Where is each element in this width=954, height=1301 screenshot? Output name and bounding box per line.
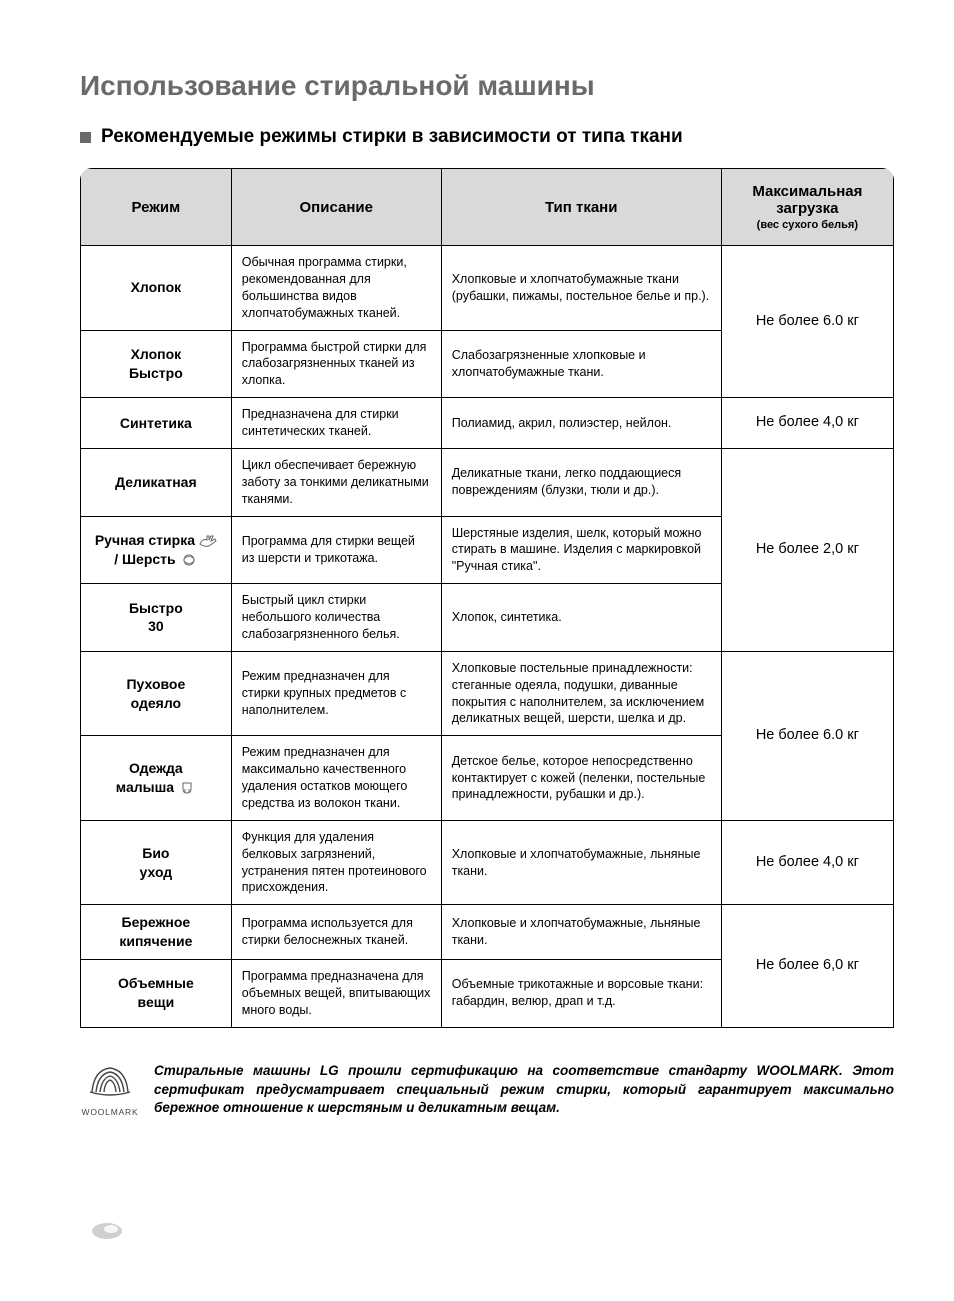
- wash-modes-table: Режим Описание Тип ткани Максимальная за…: [80, 168, 894, 1028]
- cell-desc: Функция для удаления белковых загрязнени…: [231, 820, 441, 905]
- table-body: ХлопокОбычная программа стирки, рекоменд…: [81, 246, 894, 1028]
- bullet-icon: [80, 132, 91, 143]
- cell-fabric: Детское белье, которое непосредственно к…: [441, 736, 721, 821]
- cell-desc: Обычная программа стирки, рекомендованна…: [231, 246, 441, 331]
- cell-mode: Хлопок: [81, 246, 232, 331]
- cell-load: Не более 2,0 кг: [721, 448, 893, 651]
- hand-wash-icon: [199, 534, 217, 548]
- cell-mode: Синтетика: [81, 398, 232, 449]
- cell-mode: Биоуход: [81, 820, 232, 905]
- cell-desc: Предназначена для стирки синтетических т…: [231, 398, 441, 449]
- table-row: БережноекипячениеПрограмма используется …: [81, 905, 894, 960]
- table-row: ХлопокОбычная программа стирки, рекоменд…: [81, 246, 894, 331]
- cell-mode: Бережноекипячение: [81, 905, 232, 960]
- col-desc: Описание: [231, 169, 441, 246]
- cell-desc: Программа используется для стирки белосн…: [231, 905, 441, 960]
- cell-load: Не более 6.0 кг: [721, 651, 893, 820]
- col-mode: Режим: [81, 169, 232, 246]
- cell-desc: Программа быстрой стирки для слабозагряз…: [231, 330, 441, 398]
- cell-fabric: Объемные трикотажные и ворсовые ткани: г…: [441, 960, 721, 1028]
- cell-fabric: Шерстяные изделия, шелк, который можно с…: [441, 516, 721, 584]
- subtitle-row: Рекомендуемые режимы стирки в зависимост…: [80, 126, 894, 148]
- cell-desc: Программа для стирки вещей из шерсти и т…: [231, 516, 441, 584]
- col-load-line2: загрузка: [776, 200, 838, 217]
- cell-mode: Ручная стирка / Шерсть: [81, 516, 232, 584]
- cell-fabric: Хлопковые и хлопчатобумажные, льняные тк…: [441, 905, 721, 960]
- cell-mode: Одеждамалыша: [81, 736, 232, 821]
- cell-fabric: Слабозагрязненные хлопковые и хлопчатобу…: [441, 330, 721, 398]
- table-row: ПуховоеодеялоРежим предназначен для стир…: [81, 651, 894, 736]
- cell-load: Не более 4,0 кг: [721, 820, 893, 905]
- cell-load: Не более 4,0 кг: [721, 398, 893, 449]
- baby-icon: [178, 781, 196, 795]
- cell-desc: Быстрый цикл стирки небольшого количеств…: [231, 584, 441, 652]
- cell-fabric: Хлопковые и хлопчатобумажные ткани (руба…: [441, 246, 721, 331]
- table-header-row: Режим Описание Тип ткани Максимальная за…: [81, 169, 894, 246]
- cell-load: Не более 6,0 кг: [721, 905, 893, 1027]
- cell-desc: Режим предназначен для максимально качес…: [231, 736, 441, 821]
- cell-mode: Пуховоеодеяло: [81, 651, 232, 736]
- woolmark-block: WOOLMARK: [80, 1062, 140, 1117]
- cell-desc: Режим предназначен для стирки крупных пр…: [231, 651, 441, 736]
- footer-note: WOOLMARK Стиральные машины LG прошли сер…: [80, 1062, 894, 1119]
- table-wrapper: Режим Описание Тип ткани Максимальная за…: [80, 168, 894, 1052]
- cell-desc: Цикл обеспечивает бережную заботу за тон…: [231, 448, 441, 516]
- cell-mode: ХлопокБыстро: [81, 330, 232, 398]
- cell-load: Не более 6.0 кг: [721, 246, 893, 398]
- cell-fabric: Полиамид, акрил, полиэстер, нейлон.: [441, 398, 721, 449]
- col-fabric: Тип ткани: [441, 169, 721, 246]
- cell-mode: Деликатная: [81, 448, 232, 516]
- woolmark-icon: [88, 1062, 132, 1100]
- page-subtitle: Рекомендуемые режимы стирки в зависимост…: [101, 126, 683, 148]
- col-load-sub: (вес сухого белья): [730, 219, 885, 231]
- cell-fabric: Хлопковые постельные принадлежности: сте…: [441, 651, 721, 736]
- table-row: СинтетикаПредназначена для стирки синтет…: [81, 398, 894, 449]
- table-row: БиоуходФункция для удаления белковых заг…: [81, 820, 894, 905]
- col-load: Максимальная загрузка (вес сухого белья): [721, 169, 893, 246]
- page-title: Использование стиральной машины: [80, 70, 894, 102]
- cell-fabric: Хлопковые и хлопчатобумажные, льняные тк…: [441, 820, 721, 905]
- cell-fabric: Хлопок, синтетика.: [441, 584, 721, 652]
- page-indicator-icon: [90, 1221, 124, 1241]
- col-load-line1: Максимальная: [752, 183, 862, 200]
- cell-mode: Объемныевещи: [81, 960, 232, 1028]
- footer-text: Стиральные машины LG прошли сертификацию…: [154, 1062, 894, 1119]
- cell-fabric: Деликатные ткани, легко поддающиеся повр…: [441, 448, 721, 516]
- wool-icon: [180, 553, 198, 567]
- cell-desc: Программа предназначена для объемных вещ…: [231, 960, 441, 1028]
- cell-mode: Быстро30: [81, 584, 232, 652]
- woolmark-label: WOOLMARK: [80, 1107, 140, 1117]
- table-row: ДеликатнаяЦикл обеспечивает бережную заб…: [81, 448, 894, 516]
